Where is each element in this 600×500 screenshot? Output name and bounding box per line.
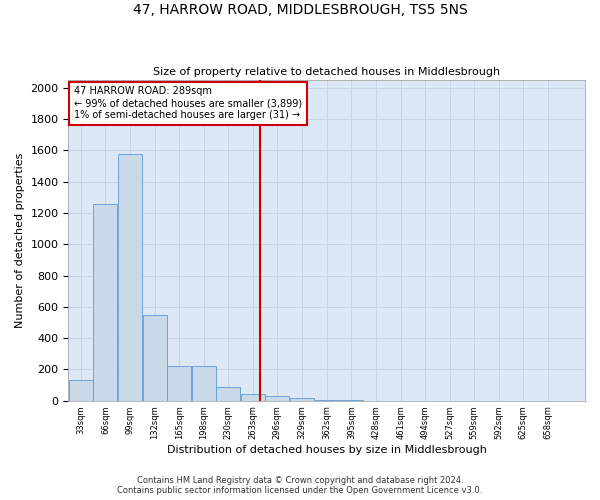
Bar — [94, 204, 118, 400]
Bar — [118, 154, 142, 400]
Text: 47, HARROW ROAD, MIDDLESBROUGH, TS5 5NS: 47, HARROW ROAD, MIDDLESBROUGH, TS5 5NS — [133, 2, 467, 16]
Title: Size of property relative to detached houses in Middlesbrough: Size of property relative to detached ho… — [153, 66, 500, 76]
Bar — [192, 366, 216, 400]
Bar — [69, 380, 93, 400]
Bar — [265, 396, 289, 400]
Bar — [290, 398, 314, 400]
Text: 47 HARROW ROAD: 289sqm
← 99% of detached houses are smaller (3,899)
1% of semi-d: 47 HARROW ROAD: 289sqm ← 99% of detached… — [74, 86, 302, 120]
Bar — [143, 314, 167, 400]
X-axis label: Distribution of detached houses by size in Middlesbrough: Distribution of detached houses by size … — [167, 445, 487, 455]
Bar — [167, 366, 191, 400]
Text: Contains HM Land Registry data © Crown copyright and database right 2024.
Contai: Contains HM Land Registry data © Crown c… — [118, 476, 482, 495]
Y-axis label: Number of detached properties: Number of detached properties — [15, 152, 25, 328]
Bar — [241, 394, 265, 400]
Bar — [216, 386, 240, 400]
